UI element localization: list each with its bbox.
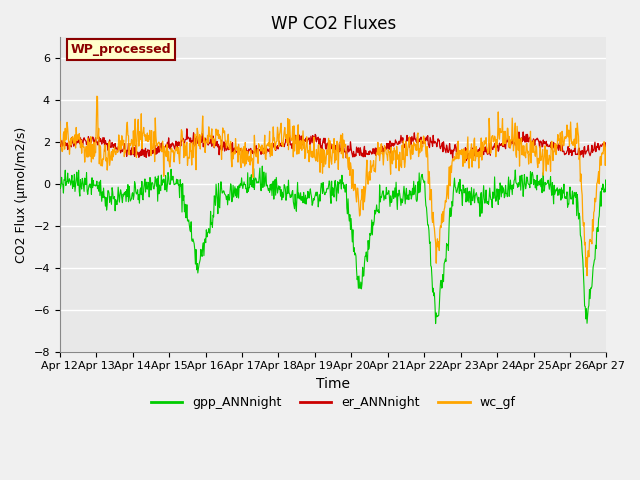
er_ANNnight [290, 138, 298, 144]
er_ANNnight [199, 135, 207, 141]
Legend: gpp_ANNnight, er_ANNnight, wc_gf: gpp_ANNnight, er_ANNnight, wc_gf [145, 391, 521, 414]
er_ANNnight [603, 146, 611, 152]
er_ANNnight [445, 141, 453, 146]
gpp_ANNnight [56, 181, 63, 187]
wc_gf [116, 147, 124, 153]
gpp_ANNnight [446, 205, 454, 211]
wc_gf [583, 273, 591, 278]
wc_gf [603, 141, 611, 147]
wc_gf [199, 113, 207, 119]
er_ANNnight [183, 126, 191, 132]
wc_gf [468, 164, 476, 170]
gpp_ANNnight [290, 203, 298, 208]
X-axis label: Time: Time [316, 377, 350, 391]
gpp_ANNnight [198, 253, 206, 259]
gpp_ANNnight [432, 321, 440, 326]
gpp_ANNnight [603, 183, 611, 189]
gpp_ANNnight [469, 198, 477, 204]
er_ANNnight [529, 138, 537, 144]
gpp_ANNnight [116, 199, 124, 205]
er_ANNnight [56, 142, 63, 147]
wc_gf [93, 93, 100, 99]
wc_gf [445, 164, 453, 170]
Line: er_ANNnight: er_ANNnight [60, 129, 607, 161]
wc_gf [56, 119, 63, 124]
er_ANNnight [462, 158, 470, 164]
er_ANNnight [116, 145, 124, 151]
Line: gpp_ANNnight: gpp_ANNnight [60, 166, 607, 324]
wc_gf [290, 123, 298, 129]
gpp_ANNnight [259, 163, 266, 169]
er_ANNnight [469, 145, 477, 151]
Text: WP_processed: WP_processed [70, 43, 172, 56]
Y-axis label: CO2 Flux (μmol/m2/s): CO2 Flux (μmol/m2/s) [15, 126, 28, 263]
wc_gf [529, 143, 536, 149]
gpp_ANNnight [529, 173, 537, 179]
Title: WP CO2 Fluxes: WP CO2 Fluxes [271, 15, 396, 33]
Line: wc_gf: wc_gf [60, 96, 607, 276]
